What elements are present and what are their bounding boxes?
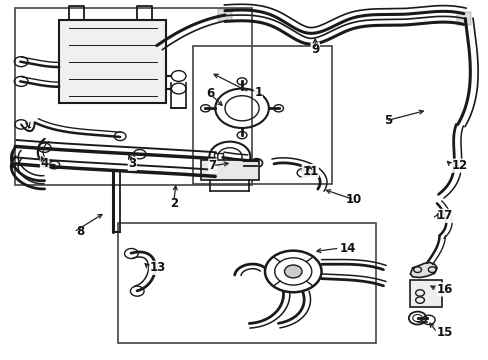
Text: 2: 2 <box>169 197 178 210</box>
Bar <box>217 9 232 22</box>
Text: 17: 17 <box>436 210 452 222</box>
Circle shape <box>284 265 302 278</box>
Bar <box>200 160 259 180</box>
Bar <box>213 153 222 162</box>
Text: 12: 12 <box>451 159 467 172</box>
Polygon shape <box>409 262 436 278</box>
Bar <box>193 45 331 184</box>
Text: 10: 10 <box>346 193 362 206</box>
Bar <box>15 8 251 185</box>
Text: 16: 16 <box>436 283 452 296</box>
Text: 14: 14 <box>339 242 355 255</box>
Bar <box>456 12 470 25</box>
Text: 4: 4 <box>41 157 49 170</box>
Text: 1: 1 <box>254 86 262 99</box>
Text: 13: 13 <box>149 261 165 274</box>
Bar <box>118 223 375 343</box>
Text: 9: 9 <box>310 42 319 55</box>
Bar <box>409 280 441 307</box>
Bar <box>213 171 222 179</box>
Bar <box>59 21 166 103</box>
Text: 6: 6 <box>206 87 214 100</box>
Text: 11: 11 <box>302 165 318 177</box>
Text: 15: 15 <box>436 326 452 339</box>
Text: 3: 3 <box>128 157 136 170</box>
Text: 7: 7 <box>208 159 216 172</box>
Text: 5: 5 <box>384 114 392 127</box>
Text: 8: 8 <box>76 225 84 238</box>
